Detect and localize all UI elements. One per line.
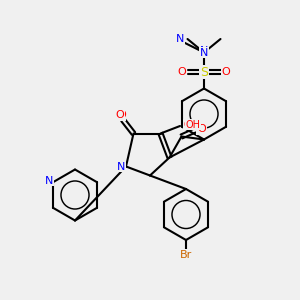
Text: N: N: [176, 34, 184, 44]
Text: N: N: [117, 161, 126, 172]
Text: Br: Br: [180, 250, 192, 260]
Text: S: S: [200, 65, 208, 79]
Text: O: O: [196, 124, 206, 134]
Text: O: O: [221, 67, 230, 77]
Text: N: N: [200, 46, 208, 56]
Text: O: O: [116, 110, 124, 121]
Text: O: O: [117, 110, 126, 121]
Text: O: O: [221, 67, 230, 77]
Text: O: O: [197, 124, 206, 134]
Text: N: N: [45, 176, 53, 186]
Text: O: O: [178, 67, 187, 77]
Text: S: S: [200, 65, 208, 79]
Text: Br: Br: [180, 250, 192, 260]
Text: N: N: [200, 47, 208, 58]
Text: O: O: [178, 67, 187, 77]
Text: OH: OH: [183, 119, 198, 130]
Text: N: N: [117, 161, 126, 172]
Text: OH: OH: [185, 119, 200, 130]
Text: N: N: [45, 176, 53, 186]
